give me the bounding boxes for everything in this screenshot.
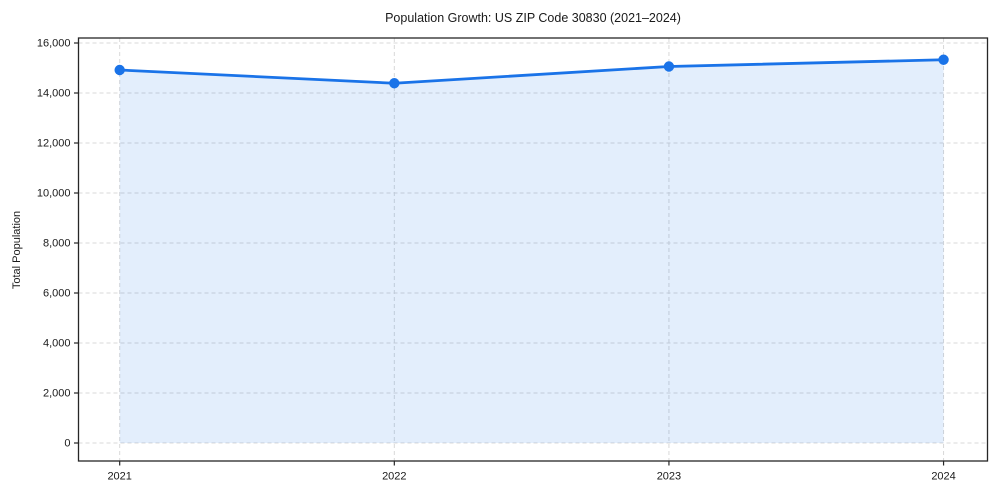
y-tick-label: 6,000: [43, 288, 71, 300]
x-tick-label: 2021: [107, 471, 131, 483]
plot-frame: [77, 37, 989, 462]
area-fill: [119, 59, 944, 443]
y-tick-label: 10,000: [37, 188, 71, 200]
chart-title: Population Growth: US ZIP Code 30830 (20…: [385, 11, 681, 25]
x-tick-label: 2022: [382, 471, 406, 483]
line-series: [118, 58, 945, 85]
x-tick-label: 2023: [657, 471, 681, 483]
data-point: [938, 54, 949, 65]
y-tick-label: 14,000: [37, 88, 71, 100]
y-tick-label: 4,000: [43, 338, 71, 350]
data-point: [389, 78, 400, 89]
y-tick-label: 16,000: [37, 38, 71, 50]
data-point: [114, 64, 125, 76]
y-tick-label: 8,000: [43, 238, 71, 250]
data-point: [663, 61, 675, 72]
y-tick-label: 2,000: [43, 388, 71, 400]
y-tick-label: 0: [64, 438, 70, 450]
y-tick-label: 12,000: [37, 138, 71, 150]
x-tick-label: 2024: [931, 471, 955, 483]
